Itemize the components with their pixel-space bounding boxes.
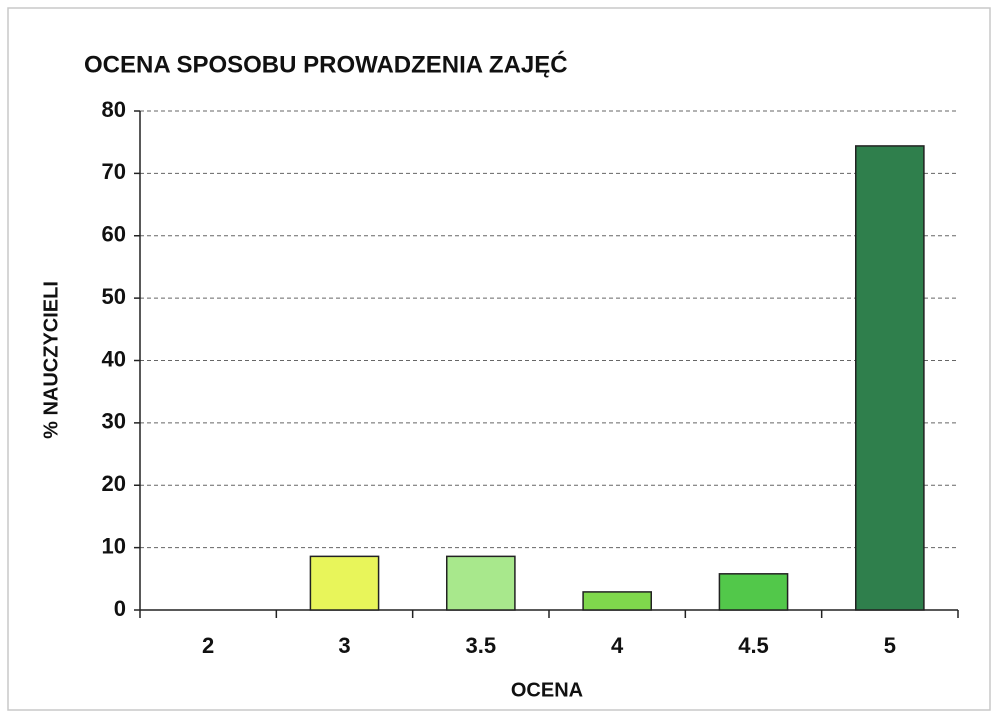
x-tick-label: 3 bbox=[338, 633, 350, 658]
x-tick-label: 4 bbox=[611, 633, 624, 658]
bar bbox=[582, 591, 652, 611]
bar bbox=[855, 145, 925, 611]
y-tick-label: 30 bbox=[102, 409, 126, 434]
y-tick-label: 60 bbox=[102, 222, 126, 247]
chart-title: OCENA SPOSOBU PROWADZENIA ZAJĘĆ bbox=[84, 50, 568, 78]
x-tick-label: 2 bbox=[202, 633, 214, 658]
y-tick-label: 10 bbox=[102, 533, 126, 558]
y-tick-label: 50 bbox=[102, 284, 126, 309]
x-axis-label: OCENA bbox=[511, 679, 583, 701]
bar bbox=[446, 555, 516, 611]
bar bbox=[309, 555, 380, 611]
y-tick-label: 20 bbox=[102, 471, 126, 496]
y-tick-label: 40 bbox=[102, 346, 126, 371]
y-tick-label: 80 bbox=[102, 97, 126, 122]
x-tick-label: 4.5 bbox=[738, 633, 769, 658]
x-tick-label: 3.5 bbox=[466, 633, 497, 658]
y-tick-label: 0 bbox=[114, 596, 126, 621]
y-tick-label: 70 bbox=[102, 159, 126, 184]
x-tick-label: 5 bbox=[884, 633, 896, 658]
y-axis-label: % NAUCZYCIELI bbox=[40, 281, 62, 439]
bar bbox=[718, 573, 789, 611]
